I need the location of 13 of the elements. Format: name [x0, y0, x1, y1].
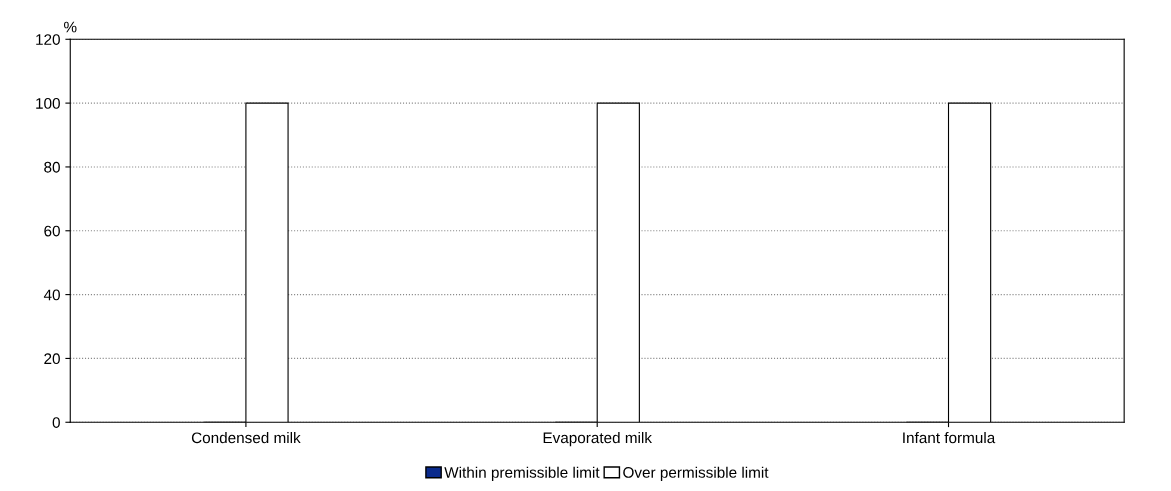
y-tick-label: 80 [44, 161, 60, 173]
x-tick-label: Condensed milk [191, 431, 301, 444]
x-tick-label: Evaporated milk [543, 431, 652, 447]
y-tick-label: 40 [43, 289, 60, 301]
x-tick-label: Infant formula [903, 431, 996, 444]
y-tick-label: 120 [36, 34, 60, 45]
y-tick-label: 20 [44, 353, 60, 365]
legend-label: Within premissible limit [444, 466, 600, 481]
y-axis-title: % [64, 21, 77, 33]
y-tick-label: 60 [44, 225, 60, 237]
y-tick-label: 0 [52, 417, 60, 428]
y-tick-label: 100 [36, 97, 60, 109]
legend-label: Over permissible limit [623, 466, 769, 481]
